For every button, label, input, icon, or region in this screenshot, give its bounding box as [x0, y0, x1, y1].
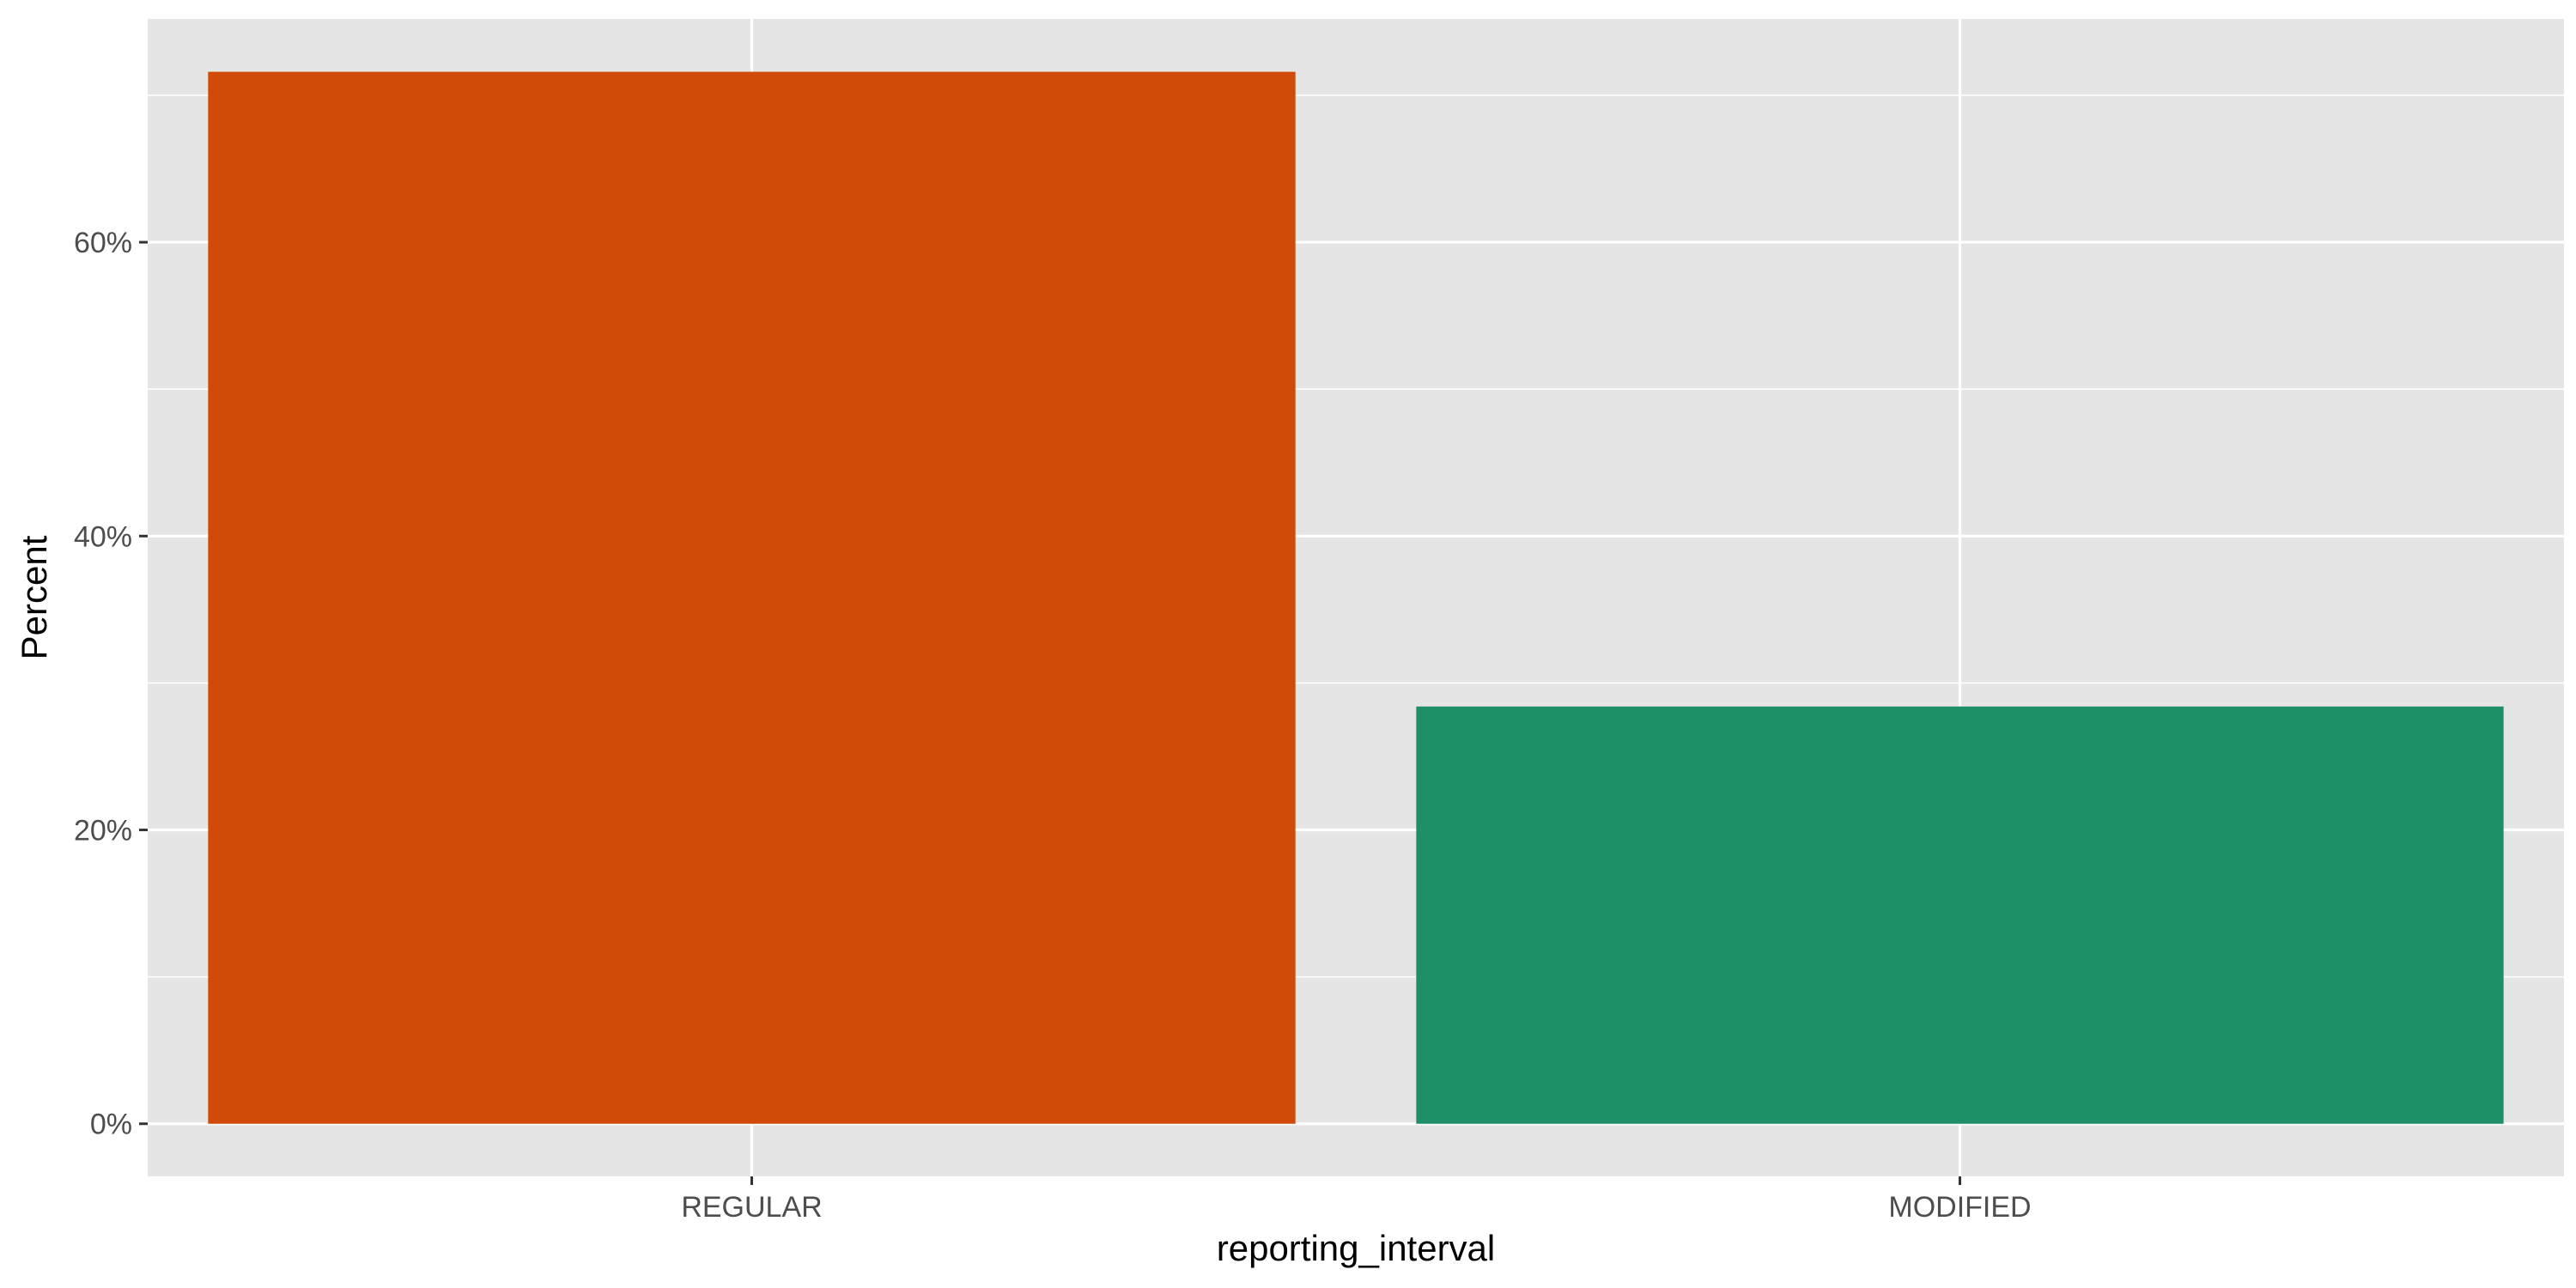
y-tick-label: 0%	[90, 1109, 132, 1141]
y-axis: 0% 20% 40% 60%	[74, 227, 148, 1141]
x-tick-label: MODIFIED	[1888, 1191, 2031, 1224]
bar-modified	[1416, 706, 2504, 1124]
x-axis-title: reporting_interval	[1217, 1228, 1496, 1268]
bar-regular	[208, 71, 1296, 1124]
x-tick-label: REGULAR	[681, 1191, 822, 1224]
y-tick-label: 60%	[74, 227, 132, 259]
x-axis: REGULAR MODIFIED	[681, 1176, 2032, 1224]
y-axis-title: Percent	[14, 535, 54, 659]
bars	[208, 71, 2504, 1124]
y-tick-label: 40%	[74, 520, 132, 553]
y-tick-label: 20%	[74, 815, 132, 848]
